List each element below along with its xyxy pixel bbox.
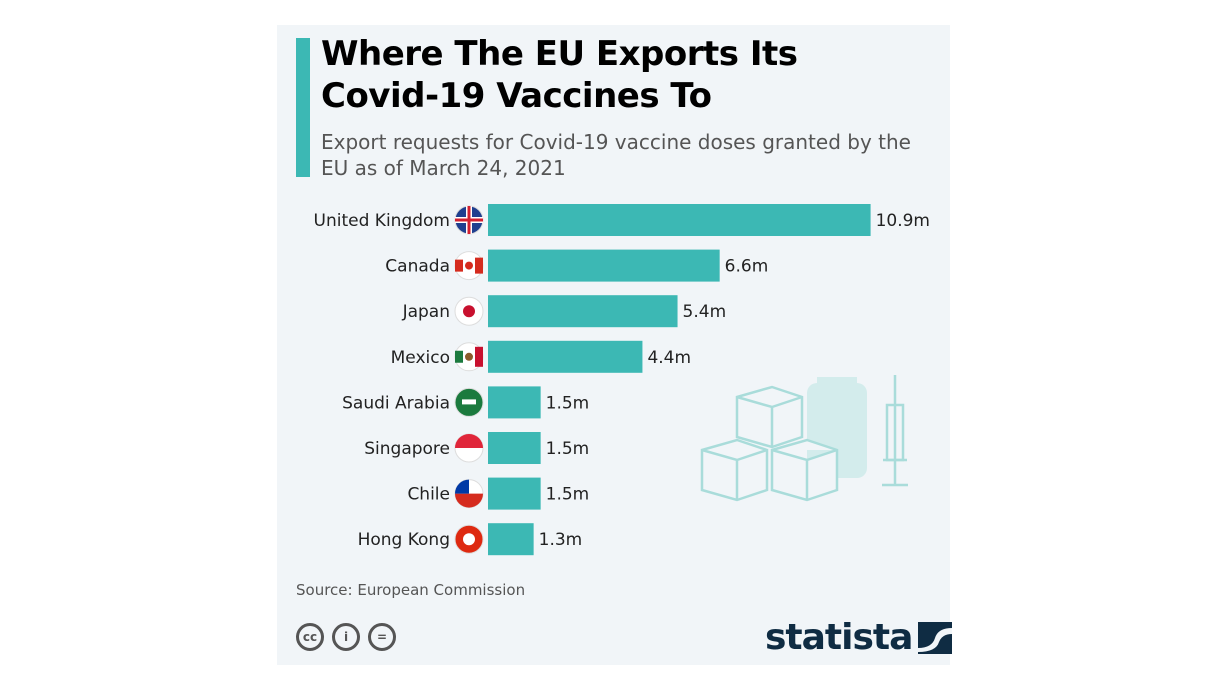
value-label: 1.3m xyxy=(539,530,583,550)
bar xyxy=(488,204,871,236)
bar xyxy=(488,386,541,419)
category-label: Japan xyxy=(402,302,450,322)
bar xyxy=(488,523,534,556)
bar xyxy=(488,432,541,464)
vaccine-illustration xyxy=(700,375,908,502)
statista-logo[interactable]: statista xyxy=(765,617,953,658)
value-label: 10.9m xyxy=(876,211,930,231)
source-note: Source: European Commission xyxy=(296,581,526,599)
statista-wordmark: statista xyxy=(765,617,913,658)
value-label: 1.5m xyxy=(546,439,590,459)
attribution-icon[interactable]: i xyxy=(332,623,360,651)
value-label: 5.4m xyxy=(683,302,727,322)
bar xyxy=(488,477,541,510)
title-accent-bar xyxy=(296,38,310,177)
value-label: 1.5m xyxy=(546,485,590,505)
chart-title: Where The EU Exports Its Covid-19 Vaccin… xyxy=(321,34,798,116)
infographic-card: Where The EU Exports Its Covid-19 Vaccin… xyxy=(277,25,953,665)
category-label: United Kingdom xyxy=(314,211,450,231)
value-label: 6.6m xyxy=(725,257,769,277)
uk-flag-icon xyxy=(454,205,484,235)
cc-icon[interactable]: cc xyxy=(296,623,324,651)
bar xyxy=(488,249,720,282)
category-label: Singapore xyxy=(364,439,450,459)
value-label: 1.5m xyxy=(546,393,590,413)
mexico-flag-icon xyxy=(454,342,484,372)
category-label: Saudi Arabia xyxy=(342,393,450,413)
bar-chart: United Kingdom 10.9m Canada 6.6m Japan 5.4m Me… xyxy=(314,204,930,556)
singapore-flag-icon xyxy=(454,433,484,463)
chile-flag-icon xyxy=(454,479,484,509)
saudi-arabia-flag-icon xyxy=(454,387,484,417)
statista-logo-icon xyxy=(918,621,953,654)
bar xyxy=(488,340,643,373)
no-derivatives-icon[interactable]: = xyxy=(368,623,396,651)
bar xyxy=(488,295,678,328)
category-label: Mexico xyxy=(391,348,450,368)
canada-flag-icon xyxy=(454,251,484,281)
category-label: Canada xyxy=(385,257,450,277)
hong-kong-flag-icon xyxy=(454,524,484,554)
license-icons: cc i = xyxy=(296,623,396,651)
chart-subtitle: Export requests for Covid-19 vaccine dos… xyxy=(321,130,911,180)
japan-flag-icon xyxy=(454,296,484,326)
category-label: Chile xyxy=(407,485,450,505)
category-label: Hong Kong xyxy=(358,530,450,550)
value-label: 4.4m xyxy=(647,348,691,368)
